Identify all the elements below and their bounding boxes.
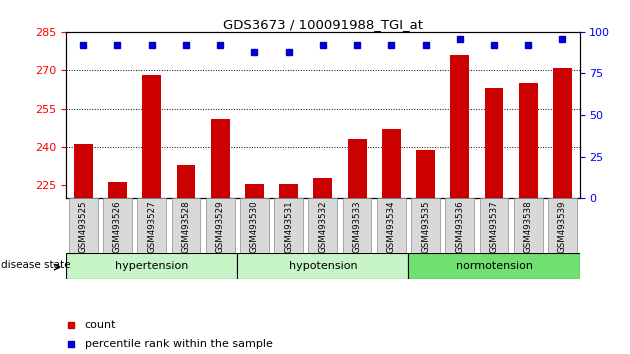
Title: GDS3673 / 100091988_TGI_at: GDS3673 / 100091988_TGI_at — [223, 18, 423, 31]
Text: disease state: disease state — [1, 259, 71, 270]
Text: GSM493533: GSM493533 — [353, 200, 362, 253]
Bar — [66, 253, 238, 279]
Bar — [238, 253, 408, 279]
Bar — [411, 198, 440, 253]
Text: GSM493525: GSM493525 — [79, 200, 88, 253]
Bar — [314, 178, 332, 198]
Bar — [343, 198, 372, 253]
Bar — [108, 182, 127, 198]
Text: GSM493534: GSM493534 — [387, 200, 396, 253]
Bar — [206, 198, 234, 253]
Text: GSM493532: GSM493532 — [318, 200, 328, 253]
Bar — [377, 198, 406, 253]
Bar — [309, 198, 337, 253]
Text: GSM493537: GSM493537 — [490, 200, 498, 253]
Text: GSM493529: GSM493529 — [215, 200, 225, 253]
Text: GSM493530: GSM493530 — [250, 200, 259, 253]
Bar — [514, 198, 542, 253]
Text: GSM493528: GSM493528 — [181, 200, 190, 253]
Bar — [142, 75, 161, 198]
Bar — [245, 184, 264, 198]
Text: count: count — [84, 320, 116, 330]
Bar — [171, 198, 200, 253]
Bar — [519, 83, 537, 198]
Text: percentile rank within the sample: percentile rank within the sample — [84, 339, 273, 349]
Bar — [382, 129, 401, 198]
Bar — [69, 198, 98, 253]
Text: GSM493538: GSM493538 — [524, 200, 533, 253]
Bar — [553, 68, 572, 198]
Bar — [74, 144, 93, 198]
Bar — [176, 165, 195, 198]
Bar — [103, 198, 132, 253]
Bar — [484, 88, 503, 198]
Text: GSM493535: GSM493535 — [421, 200, 430, 253]
Bar — [445, 198, 474, 253]
Text: GSM493536: GSM493536 — [455, 200, 464, 253]
Text: normotension: normotension — [455, 261, 532, 271]
Bar — [408, 253, 580, 279]
Bar — [416, 150, 435, 198]
Bar — [240, 198, 269, 253]
Bar — [348, 139, 367, 198]
Text: hypertension: hypertension — [115, 261, 188, 271]
Bar — [137, 198, 166, 253]
Bar — [274, 198, 303, 253]
Bar — [450, 55, 469, 198]
Text: hypotension: hypotension — [289, 261, 357, 271]
Text: GSM493526: GSM493526 — [113, 200, 122, 253]
Bar — [479, 198, 508, 253]
Bar — [548, 198, 577, 253]
Bar — [279, 184, 298, 198]
Text: GSM493539: GSM493539 — [558, 200, 567, 253]
Text: GSM493531: GSM493531 — [284, 200, 293, 253]
Bar — [211, 119, 229, 198]
Text: GSM493527: GSM493527 — [147, 200, 156, 253]
